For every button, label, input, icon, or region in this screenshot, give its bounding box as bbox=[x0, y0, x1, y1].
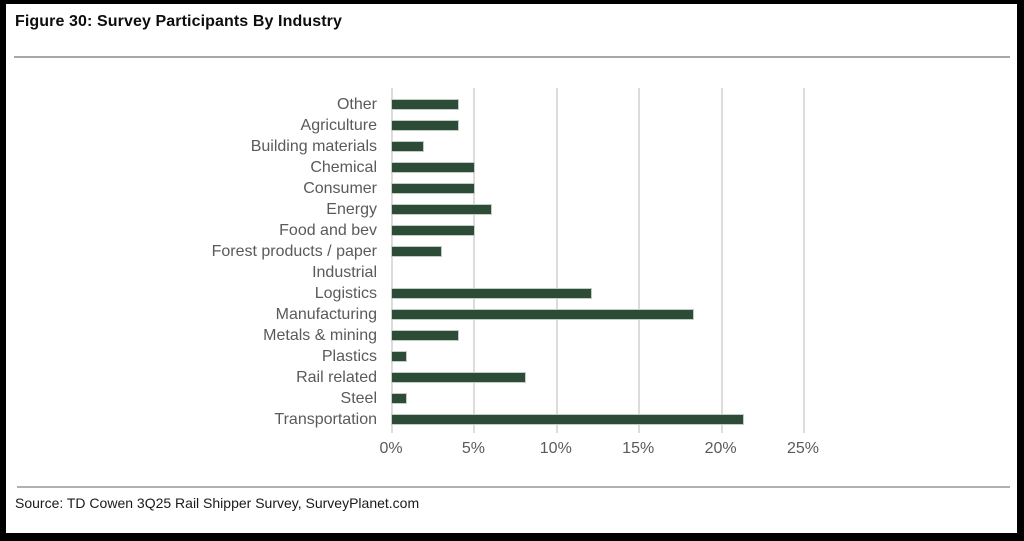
bar bbox=[391, 330, 459, 341]
category-label: Plastics bbox=[321, 348, 377, 365]
figure-title: Figure 30: Survey Participants By Indust… bbox=[15, 13, 342, 30]
chart-row bbox=[391, 409, 1010, 430]
x-tick-label: 10% bbox=[539, 440, 572, 457]
bar bbox=[391, 393, 408, 404]
chart-row bbox=[391, 220, 1010, 241]
category-label: Forest products / paper bbox=[211, 243, 377, 260]
x-tick-label: 25% bbox=[786, 440, 820, 457]
category-label: Building materials bbox=[250, 138, 377, 155]
gridline bbox=[803, 88, 805, 433]
bar bbox=[391, 288, 593, 299]
gridline bbox=[638, 88, 641, 433]
category-label: Consumer bbox=[303, 180, 377, 197]
chart-row bbox=[391, 157, 1010, 178]
figure-panel: Figure 30: Survey Participants By Indust… bbox=[6, 4, 1017, 533]
category-label: Chemical bbox=[310, 159, 377, 176]
category-label: Energy bbox=[326, 201, 377, 218]
chart-row bbox=[391, 199, 1010, 220]
gridline bbox=[555, 88, 558, 433]
gridline bbox=[391, 88, 393, 433]
chart-row bbox=[391, 283, 1010, 304]
category-label: Industrial bbox=[312, 264, 377, 281]
gridline bbox=[473, 88, 476, 433]
category-label: Rail related bbox=[296, 369, 377, 386]
bar bbox=[391, 372, 527, 383]
chart-row bbox=[391, 346, 1010, 367]
bar bbox=[391, 183, 476, 194]
chart-row bbox=[391, 136, 1010, 157]
chart-row bbox=[391, 388, 1010, 409]
category-label: Metals & mining bbox=[263, 327, 377, 344]
category-label: Steel bbox=[340, 390, 377, 407]
source-divider-rule bbox=[17, 486, 1010, 488]
category-label: Logistics bbox=[314, 285, 377, 302]
chart-row bbox=[391, 115, 1010, 136]
x-axis: 0% 5% 10% 15% 20% 25% bbox=[379, 440, 1010, 462]
chart-row bbox=[391, 367, 1010, 388]
x-tick-label: 20% bbox=[704, 440, 737, 457]
bar bbox=[391, 414, 744, 425]
category-label: Food and bev bbox=[279, 222, 377, 239]
chart-row bbox=[391, 94, 1010, 115]
category-label: Other bbox=[336, 96, 377, 113]
chart-row bbox=[391, 241, 1010, 262]
bar bbox=[391, 99, 459, 110]
chart-row bbox=[391, 325, 1010, 346]
x-tick-label: 0% bbox=[379, 440, 403, 457]
title-divider-rule bbox=[14, 56, 1010, 58]
bar bbox=[391, 246, 443, 257]
bar bbox=[391, 204, 492, 215]
category-axis: Other Agriculture Building materials Chemic… bbox=[6, 94, 377, 430]
category-label: Manufacturing bbox=[275, 306, 377, 323]
x-tick-label: 15% bbox=[622, 440, 655, 457]
bar bbox=[391, 309, 695, 320]
bar bbox=[391, 351, 408, 362]
chart-row bbox=[391, 178, 1010, 199]
chart-row bbox=[391, 262, 1010, 283]
bar-chart-plot-area: 0% 5% 10% 15% 20% 25% bbox=[379, 88, 1010, 457]
bar bbox=[391, 162, 476, 173]
source-note: Source: TD Cowen 3Q25 Rail Shipper Surve… bbox=[15, 495, 420, 511]
bar bbox=[391, 225, 476, 236]
category-label: Agriculture bbox=[300, 117, 377, 134]
gridline bbox=[720, 88, 723, 433]
bar-series bbox=[391, 94, 1010, 430]
chart-row bbox=[391, 304, 1010, 325]
bar bbox=[391, 141, 424, 152]
category-label: Transportation bbox=[274, 411, 377, 428]
bar bbox=[391, 120, 459, 131]
x-tick-label: 5% bbox=[461, 440, 485, 457]
